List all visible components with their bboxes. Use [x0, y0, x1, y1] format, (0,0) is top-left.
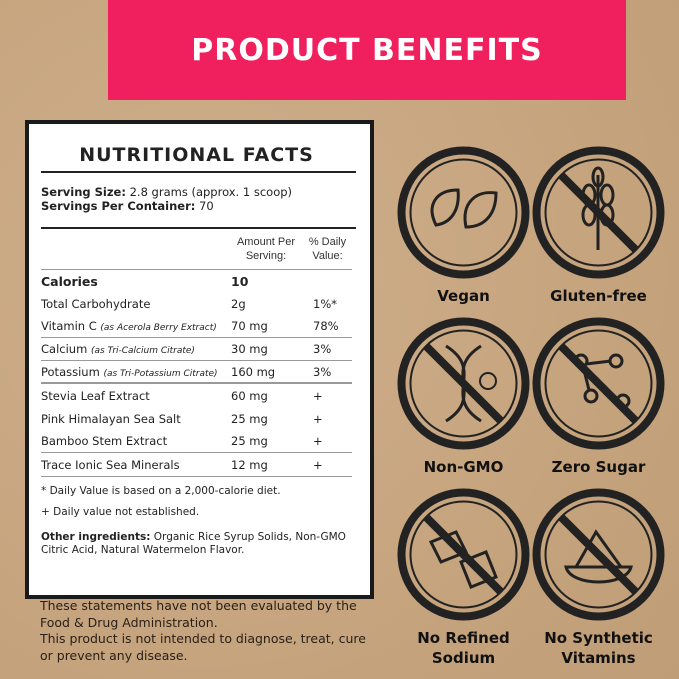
nutrient-amount: 160 mg	[231, 364, 276, 379]
table-row: Bamboo Stem Extract 25 mg +	[41, 430, 352, 453]
badge-label: No Refined Sodium	[417, 629, 510, 667]
nutrient-name: Calcium (as Tri-Calcium Citrate)	[41, 342, 195, 356]
servings-value: 70	[195, 199, 214, 213]
table-row: Calcium (as Tri-Calcium Citrate) 30 mg 3%	[41, 338, 352, 361]
nutrient-dv: +	[313, 457, 323, 472]
badge-gluten-free: Gluten-free	[531, 145, 666, 306]
other-label: Other ingredients:	[41, 531, 151, 543]
badge-non-gmo: Non-GMO	[396, 316, 531, 477]
table-row: Stevia Leaf Extract 60 mg +	[41, 384, 352, 407]
badge-no-synthetic-vitamins: No Synthetic Vitamins	[531, 487, 666, 668]
nutrient-amount: 12 mg	[231, 457, 268, 472]
nutrient-dv: 3%	[313, 364, 332, 379]
table-row: Vitamin C (as Acerola Berry Extract) 70 m…	[41, 315, 352, 338]
badge-label: Non-GMO	[423, 458, 504, 476]
nutrient-name: Stevia Leaf Extract	[41, 388, 150, 403]
nutrient-amount: 60 mg	[231, 388, 268, 403]
divider	[41, 171, 356, 173]
nutrient-dv: +	[313, 388, 323, 403]
nutrient-amount: 2g	[231, 296, 246, 311]
badge-label: Zero Sugar	[551, 458, 646, 476]
nutrient-dv: 1%*	[313, 296, 337, 311]
badge-label: No Synthetic Vitamins	[544, 629, 653, 667]
nutrient-dv: 3%	[313, 342, 332, 356]
nutrient-name: Potassium (as Tri-Potassium Citrate)	[41, 364, 218, 379]
table-row: Trace Ionic Sea Minerals 12 mg +	[41, 453, 352, 476]
disclaimer-line1: These statements have not been evaluated…	[40, 598, 357, 630]
salt-cubes-icon	[397, 488, 530, 621]
serving-info: Serving Size: 2.8 grams (approx. 1 scoop…	[41, 173, 352, 227]
badge-label: Gluten-free	[550, 287, 647, 305]
badge-vegan: Vegan	[396, 145, 531, 306]
divider	[41, 227, 356, 229]
disclaimer-line2: This product is not intended to diagnose…	[40, 631, 366, 663]
nutrient-amount: 70 mg	[231, 319, 268, 333]
nutrient-name: Bamboo Stem Extract	[41, 434, 168, 448]
powder-bowl-icon	[532, 488, 665, 621]
badge-label: Vegan	[437, 287, 490, 305]
servings-label: Servings Per Container:	[41, 199, 196, 213]
table-row: Potassium (as Tri-Potassium Citrate) 160 …	[41, 361, 352, 384]
nutrition-facts-panel: NUTRITIONAL FACTS Serving Size: 2.8 gram…	[25, 120, 374, 599]
nutrient-amount: 25 mg	[231, 434, 268, 448]
col-amount: Amount Per Serving:	[236, 236, 296, 262]
nutrient-amount: 30 mg	[231, 342, 268, 356]
disclaimer: These statements have not been evaluated…	[40, 598, 380, 664]
serving-size-value: 2.8 grams (approx. 1 scoop)	[125, 185, 293, 199]
badge-zero-sugar: Zero Sugar	[531, 316, 666, 477]
molecule-icon	[532, 317, 665, 450]
nutrient-name: Vitamin C (as Acerola Berry Extract)	[41, 319, 217, 333]
other-value: Organic Rice Syrup Solids, Non-GMO Citri…	[41, 531, 346, 556]
badge-no-refined-sodium: No Refined Sodium	[396, 487, 531, 668]
nutrient-name: Calories	[41, 273, 98, 289]
table-header: Amount Per Serving: % Daily Value:	[41, 229, 352, 269]
other-ingredients: Other ingredients: Organic Rice Syrup So…	[41, 531, 352, 557]
nutrient-dv: +	[313, 434, 323, 448]
wheat-icon	[532, 146, 665, 279]
banner: PRODUCT BENEFITS	[108, 0, 626, 100]
table-row: Calories 10	[41, 269, 352, 292]
nutrient-amount: 25 mg	[231, 411, 268, 426]
leaves-icon	[397, 146, 530, 279]
nutrient-name: Trace Ionic Sea Minerals	[41, 457, 180, 472]
table-row: Pink Himalayan Sea Salt 25 mg +	[41, 407, 352, 430]
note-not-established: + Daily value not established.	[41, 506, 200, 518]
table-row: Total Carbohydrate 2g 1%*	[41, 292, 352, 315]
nutrient-dv: +	[313, 411, 323, 426]
facts-title: NUTRITIONAL FACTS	[79, 144, 314, 166]
nutrient-amount: 10	[231, 273, 249, 289]
serving-size-label: Serving Size:	[41, 185, 126, 199]
nutrient-name: Pink Himalayan Sea Salt	[41, 411, 181, 426]
note-daily-value: * Daily Value is based on a 2,000-calori…	[41, 485, 281, 497]
nutrient-name: Total Carbohydrate	[41, 296, 151, 311]
banner-title: PRODUCT BENEFITS	[191, 32, 543, 68]
dna-icon	[397, 317, 530, 450]
nutrient-dv: 78%	[313, 319, 339, 333]
col-dv: % Daily Value:	[308, 236, 347, 262]
